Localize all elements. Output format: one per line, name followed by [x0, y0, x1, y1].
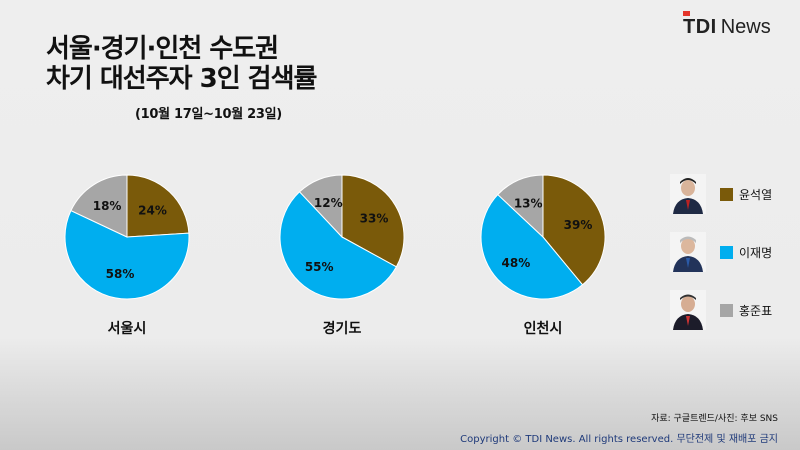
legend-label: 이재명 — [739, 245, 773, 260]
source-note: 자료: 구글트렌드/사진: 후보 SNS — [651, 414, 778, 424]
pie-1-slice-yoon — [341, 174, 405, 268]
pie-2-slice-hong — [497, 174, 544, 239]
pie-0-slice-lee — [64, 209, 190, 300]
pie-0-slice-hong — [70, 174, 128, 238]
legend-item-hong: 홍준표 — [670, 290, 772, 330]
pie-2-slice-yoon — [542, 174, 606, 286]
pie-0-slice-yoon — [126, 174, 190, 238]
logo-tdi-text: TDI — [683, 15, 717, 38]
candidate-photo-icon — [670, 232, 706, 272]
pie-1-slice-lee — [279, 191, 398, 300]
pie-2-label-yoon: 39% — [564, 218, 593, 232]
chart-title: 서울·경기·인천 수도권 차기 대선주자 3인 검색률 — [46, 34, 317, 94]
pie-1-label-lee: 55% — [305, 260, 334, 274]
date-range-subtitle: (10월 17일~10월 23일) — [135, 107, 282, 122]
title-line-1: 서울·경기·인천 수도권 — [46, 34, 279, 64]
pie-1-label-yoon: 33% — [360, 212, 389, 226]
logo-news-text: News — [720, 15, 771, 38]
legend-label: 홍준표 — [739, 303, 773, 318]
pie-0-label-hong: 18% — [93, 199, 122, 213]
pie-2-label-hong: 13% — [514, 196, 543, 210]
pie-title-gyeonggi: 경기도 — [322, 321, 362, 337]
pie-2-slice-lee — [480, 193, 584, 300]
pie-0-label-yoon: 24% — [138, 203, 167, 217]
legend-label: 윤석열 — [739, 187, 773, 202]
legend-swatch — [720, 245, 733, 259]
legend-swatch — [720, 303, 733, 317]
pie-title-seoul: 서울시 — [107, 321, 147, 337]
pie-title-incheon: 인천시 — [523, 321, 563, 337]
tdi-news-logo: TDI News — [683, 10, 771, 40]
title-line-2: 차기 대선주자 3인 검색률 — [46, 64, 317, 94]
copyright-notice: Copyright © TDI News. All rights reserve… — [460, 434, 778, 445]
legend-item-lee: 이재명 — [670, 232, 772, 272]
candidate-photo-icon — [670, 174, 706, 214]
legend-item-yoon: 윤석열 — [670, 174, 772, 214]
pie-2-label-lee: 48% — [502, 256, 531, 270]
pie-1-label-hong: 12% — [314, 196, 343, 210]
candidate-photo-icon — [670, 290, 706, 330]
pie-0-label-lee: 58% — [106, 267, 135, 281]
logo-red-mark — [683, 10, 690, 16]
legend-swatch — [720, 187, 733, 201]
pie-1-slice-hong — [298, 174, 343, 239]
